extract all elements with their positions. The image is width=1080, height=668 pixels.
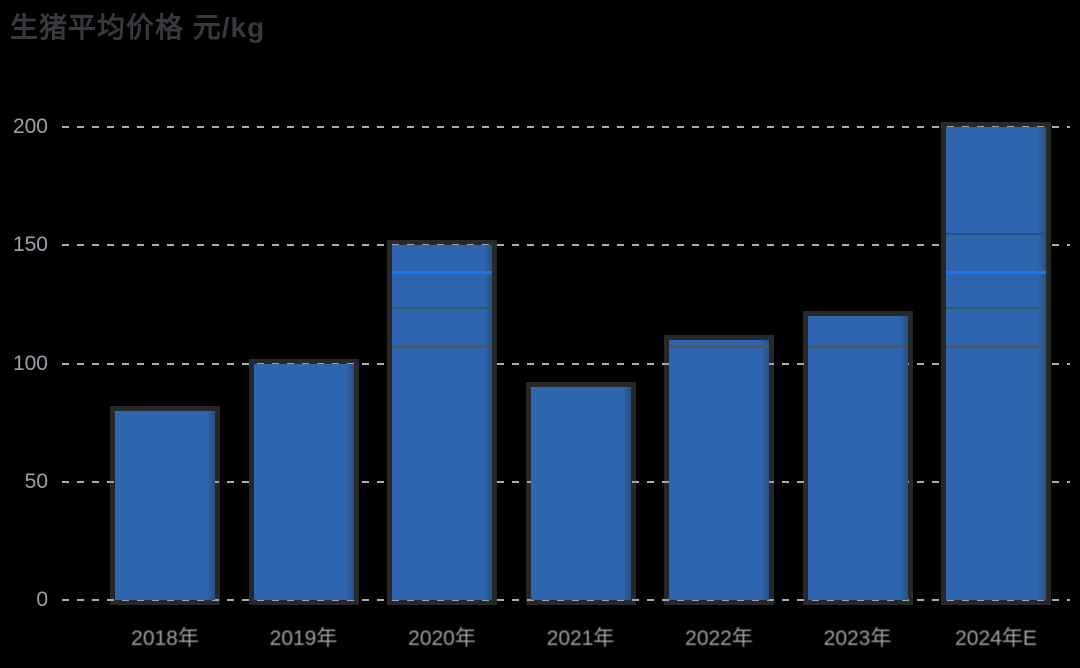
reference-line (946, 344, 1046, 348)
y-axis-tick-label: 100 (12, 351, 48, 375)
reference-line (946, 233, 1046, 236)
y-axis-tick-label: 150 (12, 233, 48, 257)
plot-area: 0 50 100 150 200 (13, 115, 1070, 611)
bar (530, 387, 631, 600)
y-axis-tick-label: 200 (12, 115, 48, 138)
y-axis-tick-label: 0 (36, 588, 48, 611)
x-axis-tick-label: 2024年E (955, 627, 1037, 650)
gridline (62, 126, 1070, 128)
chart-title: 生猪平均价格 元/kg (10, 12, 266, 43)
reference-line (392, 306, 492, 309)
gridline (62, 599, 1070, 601)
bar (115, 410, 215, 600)
bar (392, 245, 492, 600)
x-axis-tick-label: 2021年 (546, 627, 615, 650)
x-axis-tick-label: 2018年 (131, 627, 199, 650)
bar (253, 363, 354, 600)
reference-line (946, 271, 1046, 275)
x-axis-tick-label: 2023年 (823, 627, 892, 650)
x-axis-tick-label: 2022年 (685, 627, 753, 650)
bar (807, 316, 908, 600)
y-axis-tick-label: 50 (24, 469, 48, 493)
bar (669, 339, 769, 600)
x-axis-tick-label: 2020年 (408, 627, 476, 650)
reference-line (807, 344, 908, 348)
x-axis-tick-label: 2019年 (269, 627, 338, 650)
reference-line (392, 271, 492, 275)
reference-line (669, 344, 769, 348)
reference-line (946, 306, 1046, 309)
bar (946, 127, 1046, 600)
reference-line (392, 344, 492, 348)
gridline (62, 362, 1070, 365)
gridline (62, 244, 1070, 247)
